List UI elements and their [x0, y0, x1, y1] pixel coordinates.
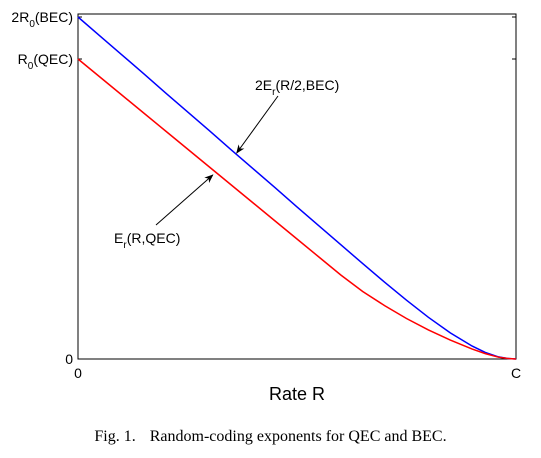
caption-text: Random-coding exponents for QEC and BEC.	[149, 428, 447, 445]
y-tick-label-2r0-rest: (BEC)	[35, 9, 73, 25]
annotation-arrow-blue	[236, 95, 279, 154]
annotation-label-red: Er(R,QEC)	[114, 230, 180, 251]
annotation-blue-main: 2E	[255, 77, 272, 93]
x-axis-label: Rate R	[269, 384, 325, 404]
y-tick-label-r0-main: R	[18, 51, 28, 67]
y-tick-label-2r0-sub: 0	[29, 19, 35, 30]
series-line-qec	[77, 58, 517, 360]
y-tick-label-2r0-bec: 2R0(BEC)	[11, 9, 73, 30]
y-tick-label-0: 0	[65, 351, 73, 367]
x-tick-label-0: 0	[74, 365, 82, 381]
annotation-blue-sub: r	[272, 87, 276, 98]
annotation-red-sub: r	[123, 240, 127, 251]
annotation-label-blue: 2Er(R/2,BEC)	[255, 77, 339, 98]
plot-frame	[77, 13, 517, 360]
series-layer	[77, 16, 517, 360]
y-tick-label-r0-qec: R0(QEC)	[18, 51, 73, 72]
annotation-blue-rest: (R/2,BEC)	[275, 77, 339, 93]
y-tick-label-2r0-main: 2R	[11, 9, 29, 25]
figure-number: Fig. 1.	[94, 428, 136, 445]
x-tick-label-c: C	[511, 365, 521, 381]
y-tick-label-r0-sub: 0	[28, 61, 34, 72]
ticks	[78, 16, 516, 360]
annotation-layer	[155, 95, 279, 226]
annotation-red-main: E	[114, 230, 123, 246]
annotation-red-rest: (R,QEC)	[127, 230, 181, 246]
y-tick-label-r0-rest: (QEC)	[33, 51, 73, 67]
series-line-bec	[77, 16, 517, 360]
annotation-arrow-red	[155, 174, 214, 226]
figure-caption: Fig. 1. Random-coding exponents for QEC a…	[0, 428, 541, 446]
